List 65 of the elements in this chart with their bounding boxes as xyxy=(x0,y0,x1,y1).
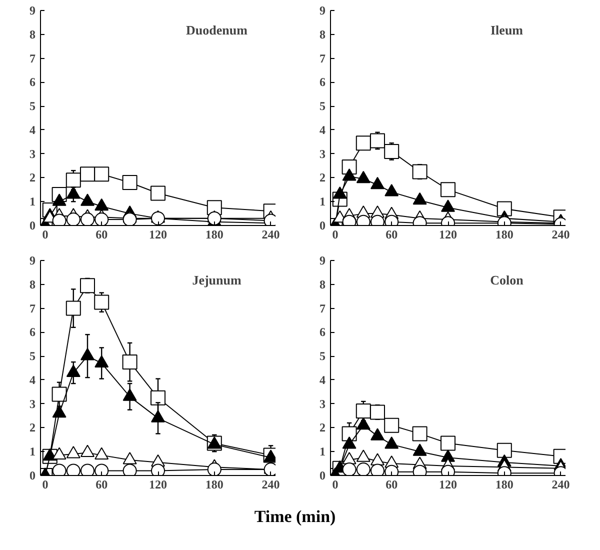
y-tick-label: 1 xyxy=(320,194,326,209)
y-tick-label: 5 xyxy=(320,99,326,114)
y-tick-label: 4 xyxy=(320,372,326,387)
y-tick-label: 5 xyxy=(30,99,36,114)
y-tick-label: 4 xyxy=(30,372,36,387)
x-tick-label: 120 xyxy=(149,478,167,492)
y-tick-label: 0 xyxy=(320,468,326,482)
text: Ileum xyxy=(490,22,524,38)
text: Duodenum xyxy=(186,22,248,38)
y-tick-label: 8 xyxy=(320,277,326,292)
x-tick-label: 120 xyxy=(439,478,457,492)
x-tick-label: 60 xyxy=(96,228,108,242)
x-tick-label: 0 xyxy=(42,228,48,242)
x-tick-label: 240 xyxy=(262,228,280,242)
y-tick-label: 3 xyxy=(320,146,326,161)
x-tick-label: 60 xyxy=(96,478,108,492)
x-tick-label: 60 xyxy=(386,228,398,242)
y-tick-label: 3 xyxy=(320,396,326,411)
text: Colon xyxy=(490,272,524,288)
y-tick-label: 1 xyxy=(30,194,36,209)
y-tick-label: 6 xyxy=(30,75,36,90)
y-tick-label: 6 xyxy=(30,325,36,340)
x-axis-title: Time (min) xyxy=(254,506,336,528)
x-tick-label: 0 xyxy=(332,478,338,492)
y-tick-label: 1 xyxy=(320,444,326,459)
y-tick-label: 0 xyxy=(30,218,36,232)
y-tick-label: 2 xyxy=(30,420,36,435)
x-tick-label: 120 xyxy=(149,228,167,242)
x-tick-label: 0 xyxy=(42,478,48,492)
y-tick-label: 8 xyxy=(30,277,36,292)
x-tick-label: 60 xyxy=(386,478,398,492)
y-tick-label: 0 xyxy=(320,218,326,232)
text: Jejunum xyxy=(192,272,242,288)
y-tick-label: 3 xyxy=(30,396,36,411)
y-tick-label: 5 xyxy=(320,349,326,364)
x-tick-label: 180 xyxy=(495,478,514,492)
y-tick-label: 5 xyxy=(30,349,36,364)
y-tick-label: 8 xyxy=(30,27,36,42)
y-tick-label: 3 xyxy=(30,146,36,161)
x-tick-label: 180 xyxy=(495,228,514,242)
y-tick-label: 8 xyxy=(320,27,326,42)
y-tick-label: 7 xyxy=(30,301,36,316)
y-tick-label: 4 xyxy=(30,122,36,137)
y-tick-label: 9 xyxy=(30,4,36,18)
x-tick-label: 240 xyxy=(262,478,280,492)
y-tick-label: 1 xyxy=(30,444,36,459)
y-tick-label: 4 xyxy=(320,122,326,137)
y-tick-label: 0 xyxy=(30,468,36,482)
y-tick-label: 6 xyxy=(320,75,326,90)
x-tick-label: 180 xyxy=(205,478,224,492)
x-tick-label: 240 xyxy=(552,228,570,242)
y-tick-label: 2 xyxy=(30,170,36,185)
x-tick-label: 120 xyxy=(439,228,457,242)
x-tick-label: 0 xyxy=(332,228,338,242)
y-tick-label: 7 xyxy=(320,51,326,66)
y-tick-label: 7 xyxy=(320,301,326,316)
y-tick-label: 9 xyxy=(320,4,326,18)
x-tick-label: 240 xyxy=(552,478,570,492)
y-tick-label: 6 xyxy=(320,325,326,340)
y-tick-label: 2 xyxy=(320,170,326,185)
x-tick-label: 180 xyxy=(205,228,224,242)
y-tick-label: 7 xyxy=(30,51,36,66)
y-tick-label: 2 xyxy=(320,420,326,435)
y-tick-label: 9 xyxy=(320,254,326,268)
y-tick-label: 9 xyxy=(30,254,36,268)
